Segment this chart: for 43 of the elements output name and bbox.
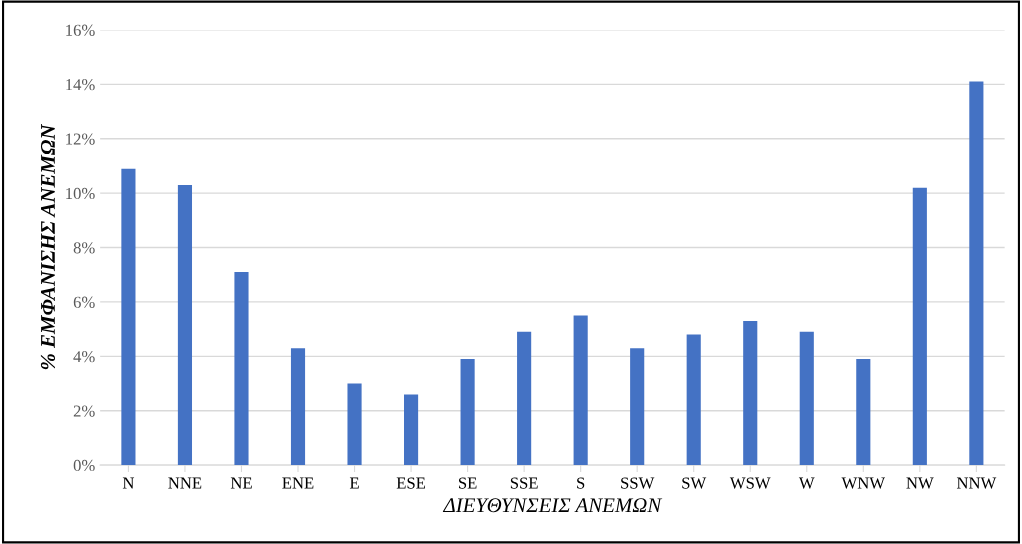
y-tick-label: 8% [73,242,95,254]
bar [912,187,927,466]
x-tick-label: SSW [621,477,655,489]
bar [856,359,871,466]
bar [460,359,475,466]
y-tick-label: 10% [66,187,95,200]
x-tick-label: N [122,477,135,489]
y-tick-label: 0% [73,459,95,472]
x-tick-label: S [577,477,585,489]
bar [234,272,249,466]
x-tick-label: ENE [282,477,314,489]
x-tick-label: NNE [168,477,202,489]
x-axis-title: ΔΙΕΥΘΥΝΣΕΙΣ ΑΝΕΜΩΝ [442,498,663,513]
bar [121,168,136,466]
x-tick-label: NE [230,477,252,489]
x-tick-label: WNW [841,477,886,489]
bar [573,315,588,466]
bar [743,320,758,466]
x-tick-label: NNW [956,477,997,489]
bar [517,331,532,466]
x-tick-label: WSW [729,477,771,489]
x-tick-label: W [798,477,815,489]
bar [290,348,306,466]
y-axis-title: % ΕΜΦΑΝΙΣΗΣ ΑΝΕΜΩΝ [40,123,56,370]
bar [799,331,814,466]
y-tick-label: 14% [66,79,95,91]
x-tick-label: NW [906,477,934,489]
y-tick-label: 12% [66,133,95,145]
bar [404,394,419,466]
y-tick-label: 4% [73,351,95,363]
x-tick-label: E [349,477,359,489]
bar [177,184,193,466]
x-tick-label: SE [458,477,477,489]
x-tick-label: SSE [510,477,538,489]
bar [347,383,362,466]
bar [686,334,701,466]
x-tick-label: SW [682,477,707,489]
bar [969,81,984,466]
y-tick-label: 16% [66,24,95,36]
y-tick-label: 2% [73,405,95,417]
x-tick-label: ESE [396,477,426,489]
bar [630,348,645,466]
y-tick-label: 6% [73,296,95,308]
